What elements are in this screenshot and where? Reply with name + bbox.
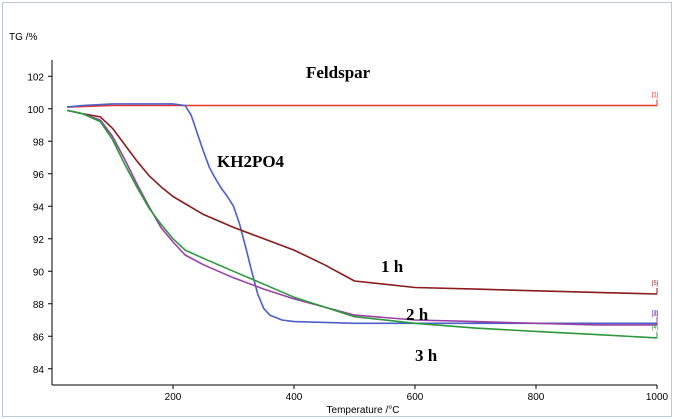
series-group (66, 103, 658, 339)
y-tick-label: 96 (33, 170, 45, 181)
x-axis-label: Temperature /°C (327, 405, 400, 416)
series-line-4 (66, 109, 658, 339)
y-tick-label: 98 (33, 137, 45, 148)
series-line-1 (67, 103, 657, 325)
x-tick-label: 800 (528, 392, 545, 403)
series-line-3 (66, 109, 657, 326)
series-line-2 (66, 109, 658, 295)
y-ticks: 84 86 88 90 92 94 96 98 100 102 (27, 72, 52, 376)
y-tick-label: 84 (33, 365, 45, 376)
annotation-3h: 3 h (415, 346, 438, 365)
x-ticks: 200 400 600 800 1000 (165, 385, 669, 403)
x-tick-label: 400 (286, 392, 303, 403)
y-tick-label: 100 (27, 105, 44, 116)
x-tick-label: 1000 (646, 392, 669, 403)
series-end-label-2: [5] (652, 281, 659, 287)
annotation-kh2po4: KH2PO4 (217, 152, 285, 171)
annotation-feldspar: Feldspar (306, 63, 371, 82)
series-end-label-1: [2] (652, 310, 659, 316)
annotation-2h: 2 h (406, 305, 429, 324)
y-tick-label: 102 (27, 72, 44, 83)
y-tick-label: 86 (33, 332, 45, 343)
y-tick-label: 94 (33, 202, 45, 213)
y-tick-label: 88 (33, 300, 45, 311)
annotation-1h: 1 h (381, 257, 404, 276)
axes (51, 60, 657, 386)
series-end-label-0: [1] (652, 93, 659, 99)
x-tick-label: 600 (407, 392, 424, 403)
series-end-label-4: [4] (652, 325, 659, 331)
y-tick-label: 92 (33, 235, 45, 246)
y-tick-label: 90 (33, 267, 45, 278)
y-axis-label: TG /% (9, 32, 37, 43)
series-line-0 (67, 104, 657, 108)
end-markers: [1] [2] [5] [3] [4] (652, 93, 659, 338)
series-end-label-3: [3] (652, 312, 659, 318)
x-tick-label: 200 (165, 392, 182, 403)
